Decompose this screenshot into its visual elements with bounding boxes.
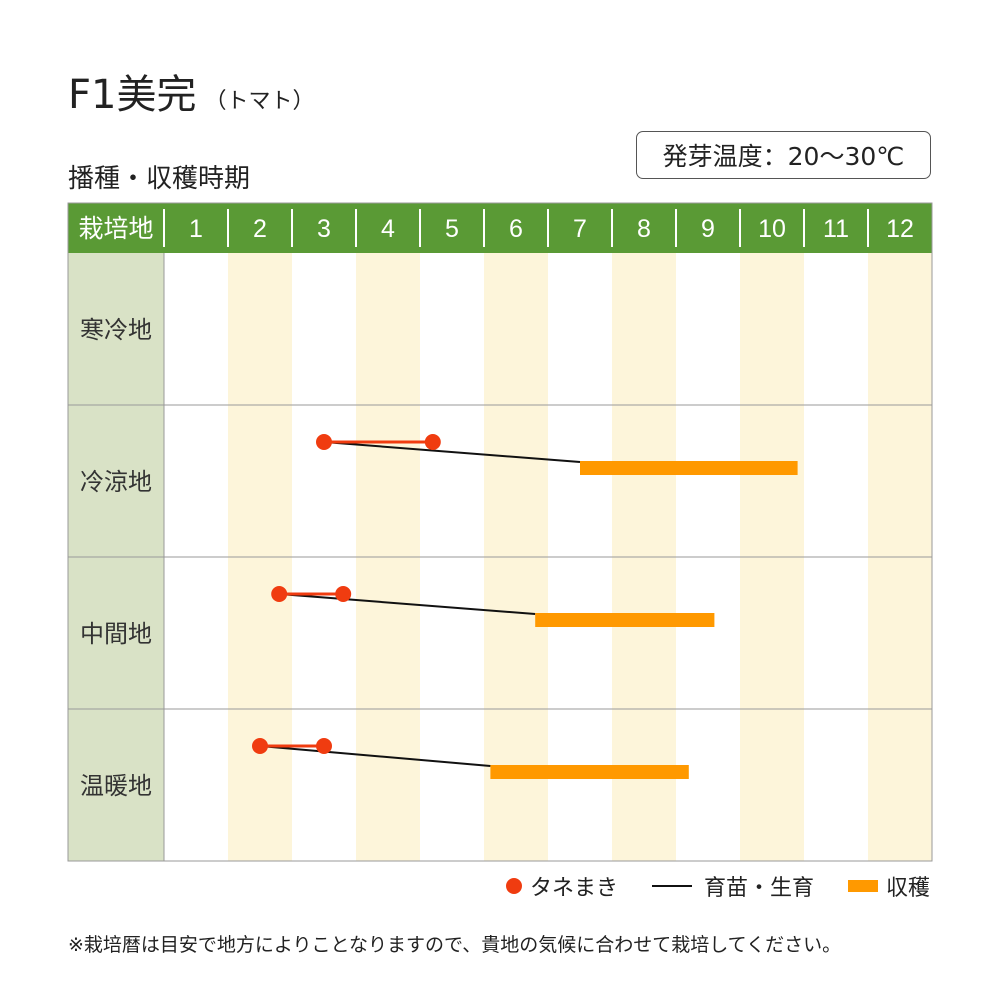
footnote: ※栽培暦は目安で地方によりことなりますので、貴地の気候に合わせて栽培してください… — [68, 934, 842, 956]
month-tick-label: 9 — [701, 215, 715, 243]
header-corner-label: 栽培地 — [78, 214, 153, 243]
month-tick-label: 4 — [381, 215, 395, 243]
month-tick-label: 10 — [758, 215, 786, 243]
germination-temperature-box: 発芽温度：20〜30℃ — [636, 131, 931, 179]
month-tick-label: 7 — [573, 215, 587, 243]
month-tick-label: 5 — [445, 215, 459, 243]
sowing-start-dot — [252, 738, 268, 754]
month-tick-label: 2 — [253, 215, 267, 243]
region-label: 冷涼地 — [80, 468, 152, 496]
month-tick-label: 11 — [823, 215, 849, 243]
seedling-line — [259, 745, 491, 767]
seedling-line — [323, 441, 581, 463]
month-tick-label: 3 — [317, 215, 331, 243]
sowing-end-dot — [424, 434, 441, 450]
title-main: F1美完 — [68, 72, 197, 118]
sowing-start-dot — [316, 434, 332, 450]
page-title: F1美完 （トマト） — [68, 62, 314, 120]
legend-label-seedling: 育苗・生育 — [704, 876, 815, 901]
month-tick-label: 12 — [886, 215, 914, 243]
region-label: 寒冷地 — [80, 316, 152, 344]
chart-subtitle: 播種・収穫時期 — [68, 164, 251, 194]
legend-label-harvest: 収穫 — [886, 876, 931, 901]
seedling-line — [279, 593, 536, 615]
header-row — [68, 203, 932, 253]
legend: タネまき 育苗・生育 収穫 — [506, 870, 930, 902]
legend-label-sowing: タネまき — [530, 876, 619, 901]
month-tick-label: 1 — [189, 215, 203, 243]
harvest-bar — [490, 765, 689, 779]
harvest-bar — [580, 461, 798, 475]
month-tick-label: 8 — [637, 215, 651, 243]
month-tick-label: 6 — [509, 215, 523, 243]
seedling-line-icon — [652, 885, 693, 887]
legend-item-harvest: 収穫 — [848, 870, 930, 902]
title-sub: （トマト） — [204, 89, 315, 114]
legend-item-seedling: 育苗・生育 — [652, 870, 814, 902]
harvest-bar — [535, 613, 715, 627]
legend-item-sowing: タネまき — [506, 870, 618, 902]
sowing-end-dot — [335, 586, 352, 602]
region-label: 温暖地 — [80, 772, 152, 800]
chart-border — [67, 202, 933, 862]
sowing-end-dot — [316, 738, 332, 754]
sowing-start-dot — [271, 586, 288, 602]
harvest-bar-icon — [848, 880, 879, 892]
region-label: 中間地 — [80, 620, 152, 648]
sowing-dot-icon — [506, 878, 522, 894]
